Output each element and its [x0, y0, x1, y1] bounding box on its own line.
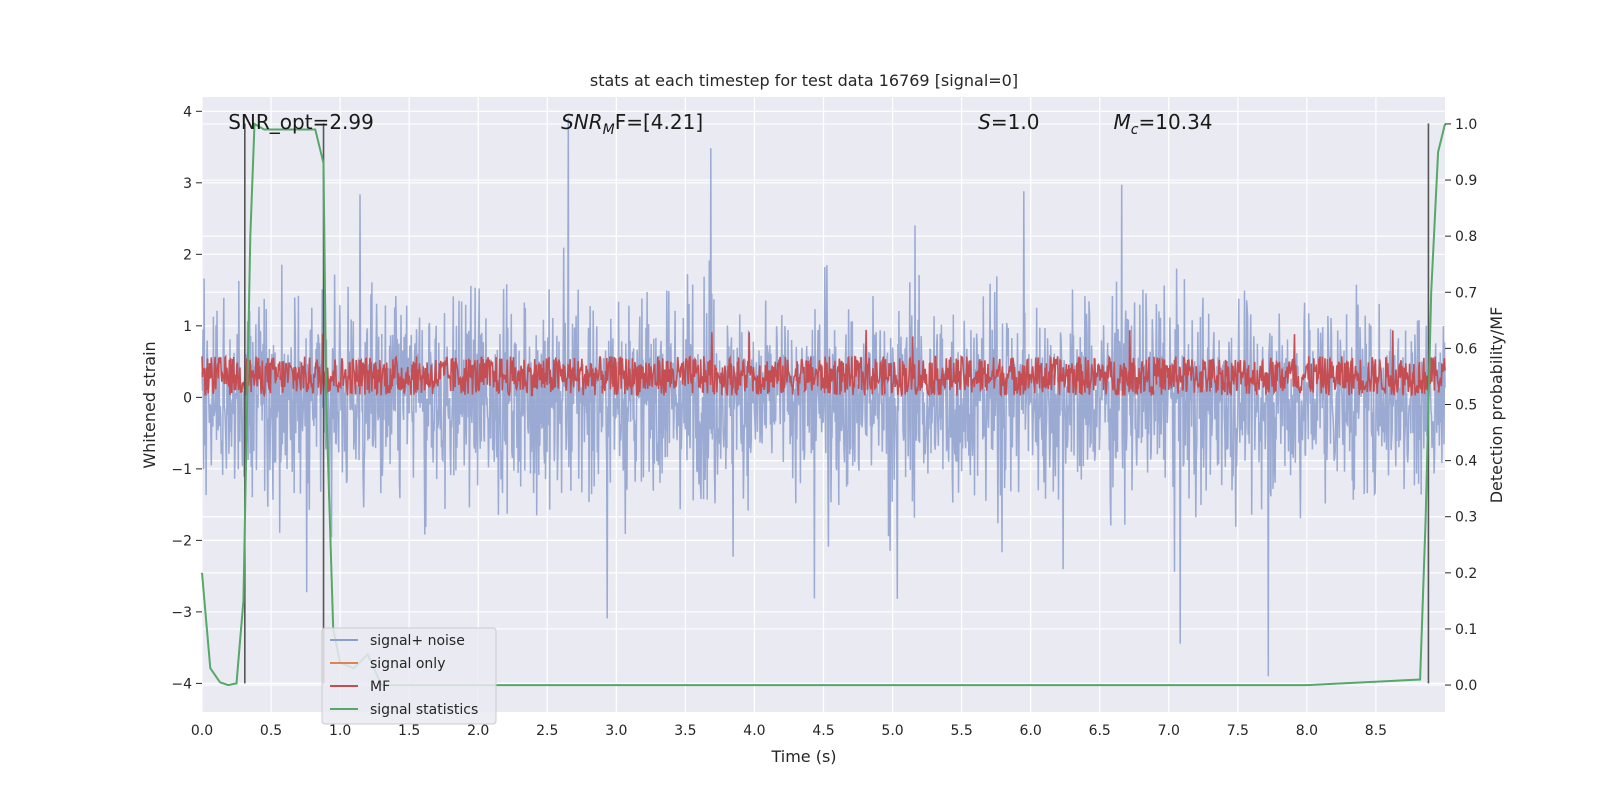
y-right-tick-label-0: 0.0 — [1455, 678, 1477, 694]
x-tick-label-13: 6.5 — [1089, 723, 1111, 739]
mf-line — [201, 329, 1446, 398]
annotation-1: SNRMF=[4.21] — [561, 110, 703, 138]
annotations: SNR_opt=2.99 SNRMF=[4.21] S=1.0 Mc=10.34 — [228, 110, 1212, 138]
y-tick-label-3: −1 — [171, 462, 192, 478]
x-tick-label-17: 8.5 — [1365, 723, 1387, 739]
x-axis: 0.0 0.5 1.0 1.5 2.0 2.5 3.0 3.5 4.0 4.5 5.0 5.5 6.0 6… — [191, 723, 1387, 739]
y-tick-label-1: −3 — [171, 605, 192, 621]
x-tick-label-14: 7.0 — [1158, 723, 1180, 739]
x-tick-label-8: 4.0 — [743, 723, 765, 739]
y-tick-label-4: 0 — [183, 390, 192, 406]
y-right-tick-label-5: 0.5 — [1455, 398, 1477, 414]
signal-plus-noise-line — [201, 118, 1446, 677]
y-right-tick-label-3: 0.3 — [1455, 510, 1477, 526]
series-mf — [201, 329, 1446, 398]
annotation-2: S=1.0 — [978, 110, 1039, 134]
legend-label-0: signal+ noise — [370, 633, 465, 649]
y-axis-right-label: Detection probability/MF — [1487, 307, 1506, 504]
y-right-tick-label-8: 0.8 — [1455, 229, 1477, 245]
x-tick-label-7: 3.5 — [674, 723, 696, 739]
x-tick-label-2: 1.0 — [329, 723, 351, 739]
y-right-tick-label-2: 0.2 — [1455, 566, 1477, 582]
series-signal-plus-noise — [201, 118, 1446, 677]
y-tick-label-6: 2 — [183, 247, 192, 263]
x-tick-label-0: 0.0 — [191, 723, 213, 739]
y-tick-label-2: −2 — [171, 533, 192, 549]
y-right-tick-label-1: 0.1 — [1455, 622, 1477, 638]
legend-label-1: signal only — [370, 656, 445, 672]
x-tick-label-11: 5.5 — [950, 723, 972, 739]
x-tick-label-9: 4.5 — [812, 723, 834, 739]
y-tick-label-7: 3 — [183, 176, 192, 192]
annotation-0: SNR_opt=2.99 — [228, 110, 374, 134]
y-right-tick-label-6: 0.6 — [1455, 341, 1477, 357]
x-axis-label: Time (s) — [770, 747, 836, 766]
x-tick-label-10: 5.0 — [881, 723, 903, 739]
y-right-tick-label-9: 0.9 — [1455, 173, 1477, 189]
annotation-3: Mc=10.34 — [1114, 110, 1213, 138]
x-tick-label-5: 2.5 — [536, 723, 558, 739]
y-right-tick-label-7: 0.7 — [1455, 285, 1477, 301]
x-tick-label-6: 3.0 — [605, 723, 627, 739]
y-axis-label: Whitened strain — [140, 341, 159, 468]
y-axis-left: −4 −3 −2 −1 0 1 2 3 4 — [171, 104, 202, 692]
x-tick-label-4: 2.0 — [467, 723, 489, 739]
x-tick-label-1: 0.5 — [260, 723, 282, 739]
chart-title: stats at each timestep for test data 167… — [590, 71, 1018, 90]
x-tick-label-3: 1.5 — [398, 723, 420, 739]
legend-label-2: MF — [370, 679, 390, 695]
y-right-tick-label-4: 0.4 — [1455, 454, 1477, 470]
legend-box — [321, 627, 497, 725]
y-axis-right: 0.0 0.1 0.2 0.3 0.4 0.5 0.6 0.7 0.8 0.9 1.0 — [1445, 117, 1477, 694]
legend: signal+ noise signal only MF signal statist… — [321, 627, 497, 725]
y-tick-label-0: −4 — [171, 676, 192, 692]
legend-label-3: signal statistics — [370, 702, 478, 718]
y-tick-label-8: 4 — [183, 104, 192, 120]
x-tick-label-12: 6.0 — [1020, 723, 1042, 739]
y-tick-label-5: 1 — [183, 319, 192, 335]
x-tick-label-15: 7.5 — [1227, 723, 1249, 739]
y-right-tick-label-10: 1.0 — [1455, 117, 1477, 133]
x-tick-label-16: 8.0 — [1296, 723, 1318, 739]
